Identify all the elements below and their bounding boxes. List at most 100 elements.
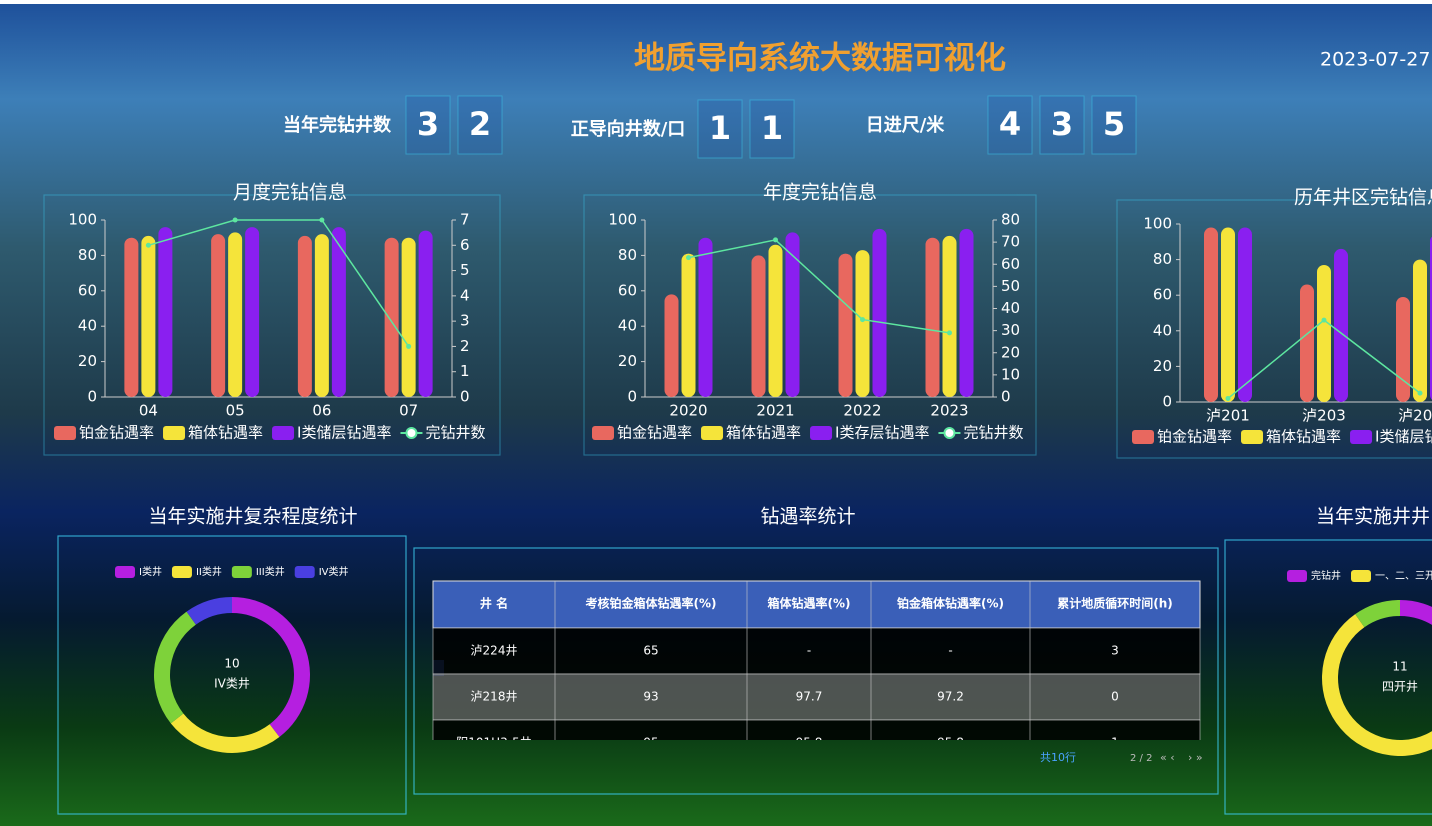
bar	[664, 294, 679, 397]
table-cell: 1	[1111, 736, 1119, 750]
donut-segment	[1400, 600, 1432, 625]
page-indicator: 2 / 2	[1130, 753, 1152, 764]
panel-frame	[1116, 199, 1432, 459]
y2-tick-label: 6	[460, 236, 470, 254]
bar	[384, 237, 399, 397]
legend-swatch	[592, 426, 614, 440]
x-tick-label: 泸201	[1206, 407, 1250, 425]
y-tick-label: 20	[78, 352, 97, 370]
legend-label: IV类井	[319, 565, 349, 578]
bar	[158, 227, 173, 397]
table-cell: 阳101H3-5井	[456, 736, 532, 750]
legend-label: I类储层钻遇率	[1375, 428, 1432, 446]
legend-swatch	[163, 426, 186, 440]
digit-box	[697, 99, 743, 159]
x-tick-label: 04	[139, 402, 158, 420]
line-point	[319, 217, 325, 223]
legend-swatch	[1241, 430, 1264, 444]
center-value: 10	[224, 657, 239, 671]
frames	[43, 194, 1432, 815]
donut-segment	[170, 713, 280, 754]
x-tick-label: 06	[312, 402, 331, 420]
legend-label: 箱体钻遇率	[188, 424, 263, 442]
y2-tick-label: 3	[460, 312, 470, 330]
panel-frame	[583, 194, 1037, 456]
kpi-digit: 1	[761, 109, 783, 147]
line-point	[1321, 317, 1327, 323]
column-header: 井 名	[480, 596, 508, 611]
y-tick-label: 0	[627, 388, 637, 406]
donut-segment	[232, 597, 310, 737]
row-total: 共10行	[1040, 751, 1076, 764]
kpi-digit: 3	[417, 105, 439, 143]
table-title: 钻遇率统计	[760, 506, 855, 528]
bar	[141, 235, 156, 397]
table-cell: 3	[1111, 644, 1119, 658]
digit-box	[1039, 95, 1085, 155]
legend-label: 完钻井	[1311, 569, 1341, 582]
legend-swatch	[54, 426, 76, 440]
legend-label: I类存层钻遇率	[835, 424, 929, 442]
column-header: 铂金箱体钻遇率(%)	[897, 596, 1004, 611]
y-tick-label: 60	[78, 281, 97, 299]
bar	[418, 230, 433, 397]
legend-swatch	[294, 566, 315, 578]
line-point	[406, 343, 412, 349]
y-tick-label: 40	[1153, 321, 1172, 339]
digit-box	[749, 99, 795, 159]
panel-frame	[43, 194, 501, 456]
table-cell: -	[807, 644, 811, 658]
line	[148, 219, 410, 347]
legend-swatch	[1287, 570, 1307, 582]
column-header: 考核铂金箱体钻遇率(%)	[586, 596, 717, 611]
legend-swatch	[1350, 430, 1373, 444]
x-tick-label: 泸203	[1302, 407, 1346, 425]
table-cell: 泸218井	[471, 690, 518, 704]
bar	[211, 234, 226, 397]
center-label: IV类井	[214, 677, 250, 691]
x-tick-label: 泸205	[1398, 407, 1432, 425]
chart-title: 年度完钻信息	[763, 182, 877, 204]
pager-arrows[interactable]: › »	[1188, 751, 1203, 764]
y2-tick-label: 50	[1001, 277, 1020, 295]
kpi-label: 正导向井数/口	[571, 118, 686, 140]
chart-title: 历年井区完钻信息	[1294, 187, 1432, 209]
x-tick-label: 07	[399, 402, 418, 420]
digit-box	[1091, 95, 1137, 155]
kpi-digit: 2	[469, 105, 491, 143]
y2-tick-label: 20	[1001, 343, 1020, 361]
y2-tick-label: 7	[460, 211, 470, 229]
pager-arrows[interactable]: « ‹	[1160, 751, 1175, 764]
y-tick-label: 20	[618, 352, 637, 370]
bar	[228, 232, 243, 397]
y-tick-label: 80	[618, 246, 637, 264]
y-tick-label: 60	[618, 281, 637, 299]
table-row	[432, 719, 1201, 740]
bar	[314, 234, 329, 397]
y-tick-label: 20	[1153, 357, 1172, 375]
digit-box	[405, 95, 451, 155]
legend-swatch	[272, 426, 295, 440]
bar	[1413, 259, 1427, 402]
y2-tick-label: 0	[1001, 388, 1011, 406]
legend-dot	[405, 427, 418, 439]
chart-title: 月度完钻信息	[233, 182, 347, 204]
legend-label: 一、二、三开	[1375, 571, 1432, 582]
table-cell: -	[948, 644, 952, 658]
bar	[1334, 248, 1348, 402]
legend-label: 箱体钻遇率	[726, 424, 801, 442]
line-point	[1417, 390, 1423, 396]
y-tick-label: 0	[87, 388, 97, 406]
legend-label: I类储层钻遇率	[297, 424, 391, 442]
legend-label: 铂金钻遇率	[1157, 428, 1232, 446]
line-point	[145, 242, 151, 248]
kpi-digit: 1	[709, 109, 731, 147]
chart-title: 当年实施井井	[1316, 506, 1430, 528]
bar	[1238, 227, 1252, 402]
y-tick-label: 100	[68, 211, 97, 229]
line-point	[773, 237, 778, 243]
bar	[872, 228, 887, 397]
center-label: 四开井	[1382, 680, 1418, 694]
y-tick-label: 100	[608, 211, 637, 229]
y-tick-label: 40	[78, 317, 97, 335]
